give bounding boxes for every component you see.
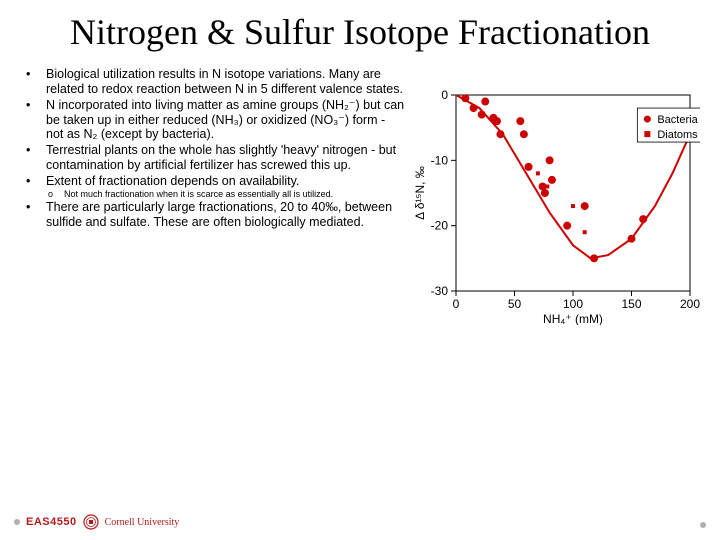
list-item: Biological utilization results in N isot… [18,67,404,96]
list-item: Terrestrial plants on the whole has slig… [18,143,404,172]
svg-text:-20: -20 [431,219,449,233]
svg-text:Δ δ¹⁵N, ‰: Δ δ¹⁵N, ‰ [413,167,427,221]
svg-text:0: 0 [453,297,460,311]
sub-list: Not much fractionation when it is scarce… [18,190,404,200]
svg-text:50: 50 [508,297,522,311]
bullet-column: Biological utilization results in N isot… [18,67,404,325]
chart-column: 0 50 100 150 200 0 -10 -20 -30 NH₄⁺ (mM) Δ δ¹⁵N, ‰… [404,67,708,325]
svg-text:0: 0 [442,88,449,102]
svg-text:Bacteria: Bacteria [658,114,699,126]
list-item: Not much fractionation when it is scarce… [18,190,404,200]
list-item: N incorporated into living matter as ami… [18,98,404,141]
content-region: Biological utilization results in N isot… [0,61,720,325]
bullet-dot-icon [700,522,706,528]
bullet-list: Biological utilization results in N isot… [18,67,404,188]
page-title: Nitrogen & Sulfur Isotope Fractionation [0,0,720,61]
footer: EAS4550 Cornell University [14,514,179,530]
list-item: Extent of fractionation depends on avail… [18,174,404,188]
bullet-list: There are particularly large fractionati… [18,200,404,229]
chart: 0 50 100 150 200 0 -10 -20 -30 NH₄⁺ (mM) Δ δ¹⁵N, ‰… [410,85,700,325]
scatter-chart: 0 50 100 150 200 0 -10 -20 -30 NH₄⁺ (mM) Δ δ¹⁵N, ‰… [410,85,700,325]
svg-text:-30: -30 [431,284,449,298]
svg-text:-10: -10 [431,154,449,168]
university-name: Cornell University [105,517,180,528]
cornell-seal-icon [83,514,99,530]
bullet-dot-icon [14,519,20,525]
list-item: There are particularly large fractionati… [18,200,404,229]
svg-text:100: 100 [563,297,583,311]
svg-text:NH₄⁺ (mM): NH₄⁺ (mM) [543,312,603,325]
svg-text:Diatoms: Diatoms [658,129,699,141]
svg-text:150: 150 [622,297,642,311]
svg-text:200: 200 [680,297,700,311]
course-code: EAS4550 [26,516,77,528]
